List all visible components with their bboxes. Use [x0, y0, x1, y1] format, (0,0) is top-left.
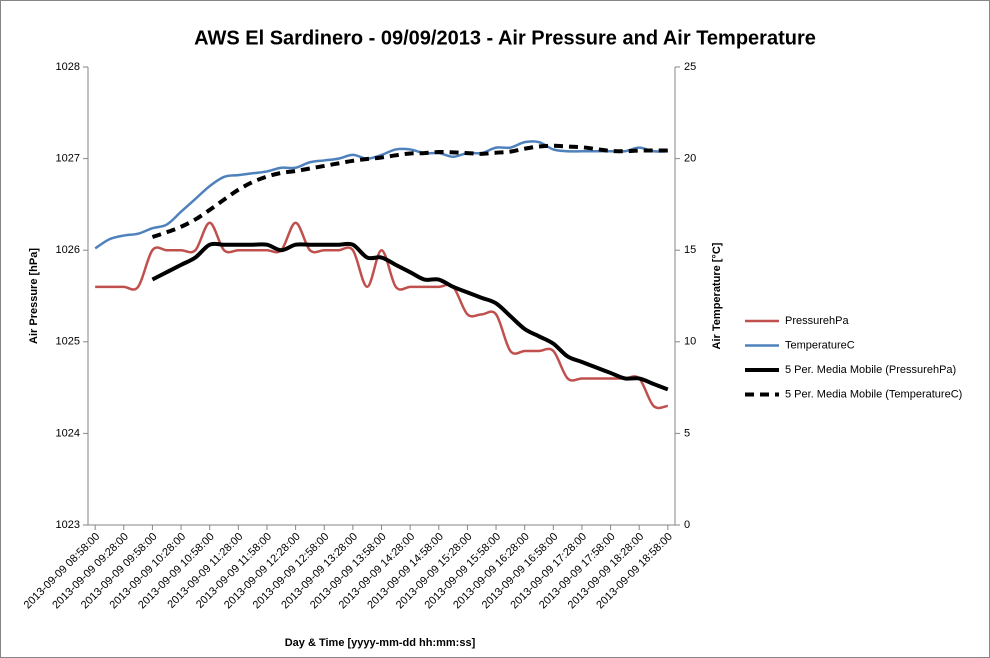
legend-label: 5 Per. Media Mobile (PressurehPa)	[785, 364, 956, 376]
y-tick-label: 1027	[56, 153, 80, 165]
y2-tick-label: 20	[684, 153, 696, 165]
y2-tick-label: 10	[684, 336, 696, 348]
y-tick-label: 1028	[56, 61, 80, 73]
chart-title: AWS El Sardinero - 09/09/2013 - Air Pres…	[194, 27, 816, 49]
legend-label: TemperatureC	[785, 339, 855, 351]
y2-tick-label: 0	[684, 519, 690, 531]
series-line	[94, 140, 668, 250]
series-line	[151, 241, 669, 392]
legend-label: PressurehPa	[785, 315, 849, 327]
y2-axis-title: Air Temperature [°C]	[711, 242, 723, 349]
y2-tick-label: 25	[684, 61, 696, 73]
y-axis-title: Air Pressure [hPa]	[28, 248, 40, 344]
legend-label: 5 Per. Media Mobile (TemperatureC)	[785, 388, 962, 400]
series-line	[151, 143, 668, 239]
y-tick-label: 1023	[56, 519, 80, 531]
y-tick-label: 1026	[56, 244, 80, 256]
y2-tick-label: 5	[684, 427, 690, 439]
series-line	[95, 221, 669, 410]
x-axis-title: Day & Time [yyyy-mm-dd hh:mm:ss]	[285, 637, 476, 649]
y-tick-label: 1025	[56, 336, 80, 348]
y2-tick-label: 15	[684, 244, 696, 256]
y-tick-label: 1024	[56, 427, 80, 439]
